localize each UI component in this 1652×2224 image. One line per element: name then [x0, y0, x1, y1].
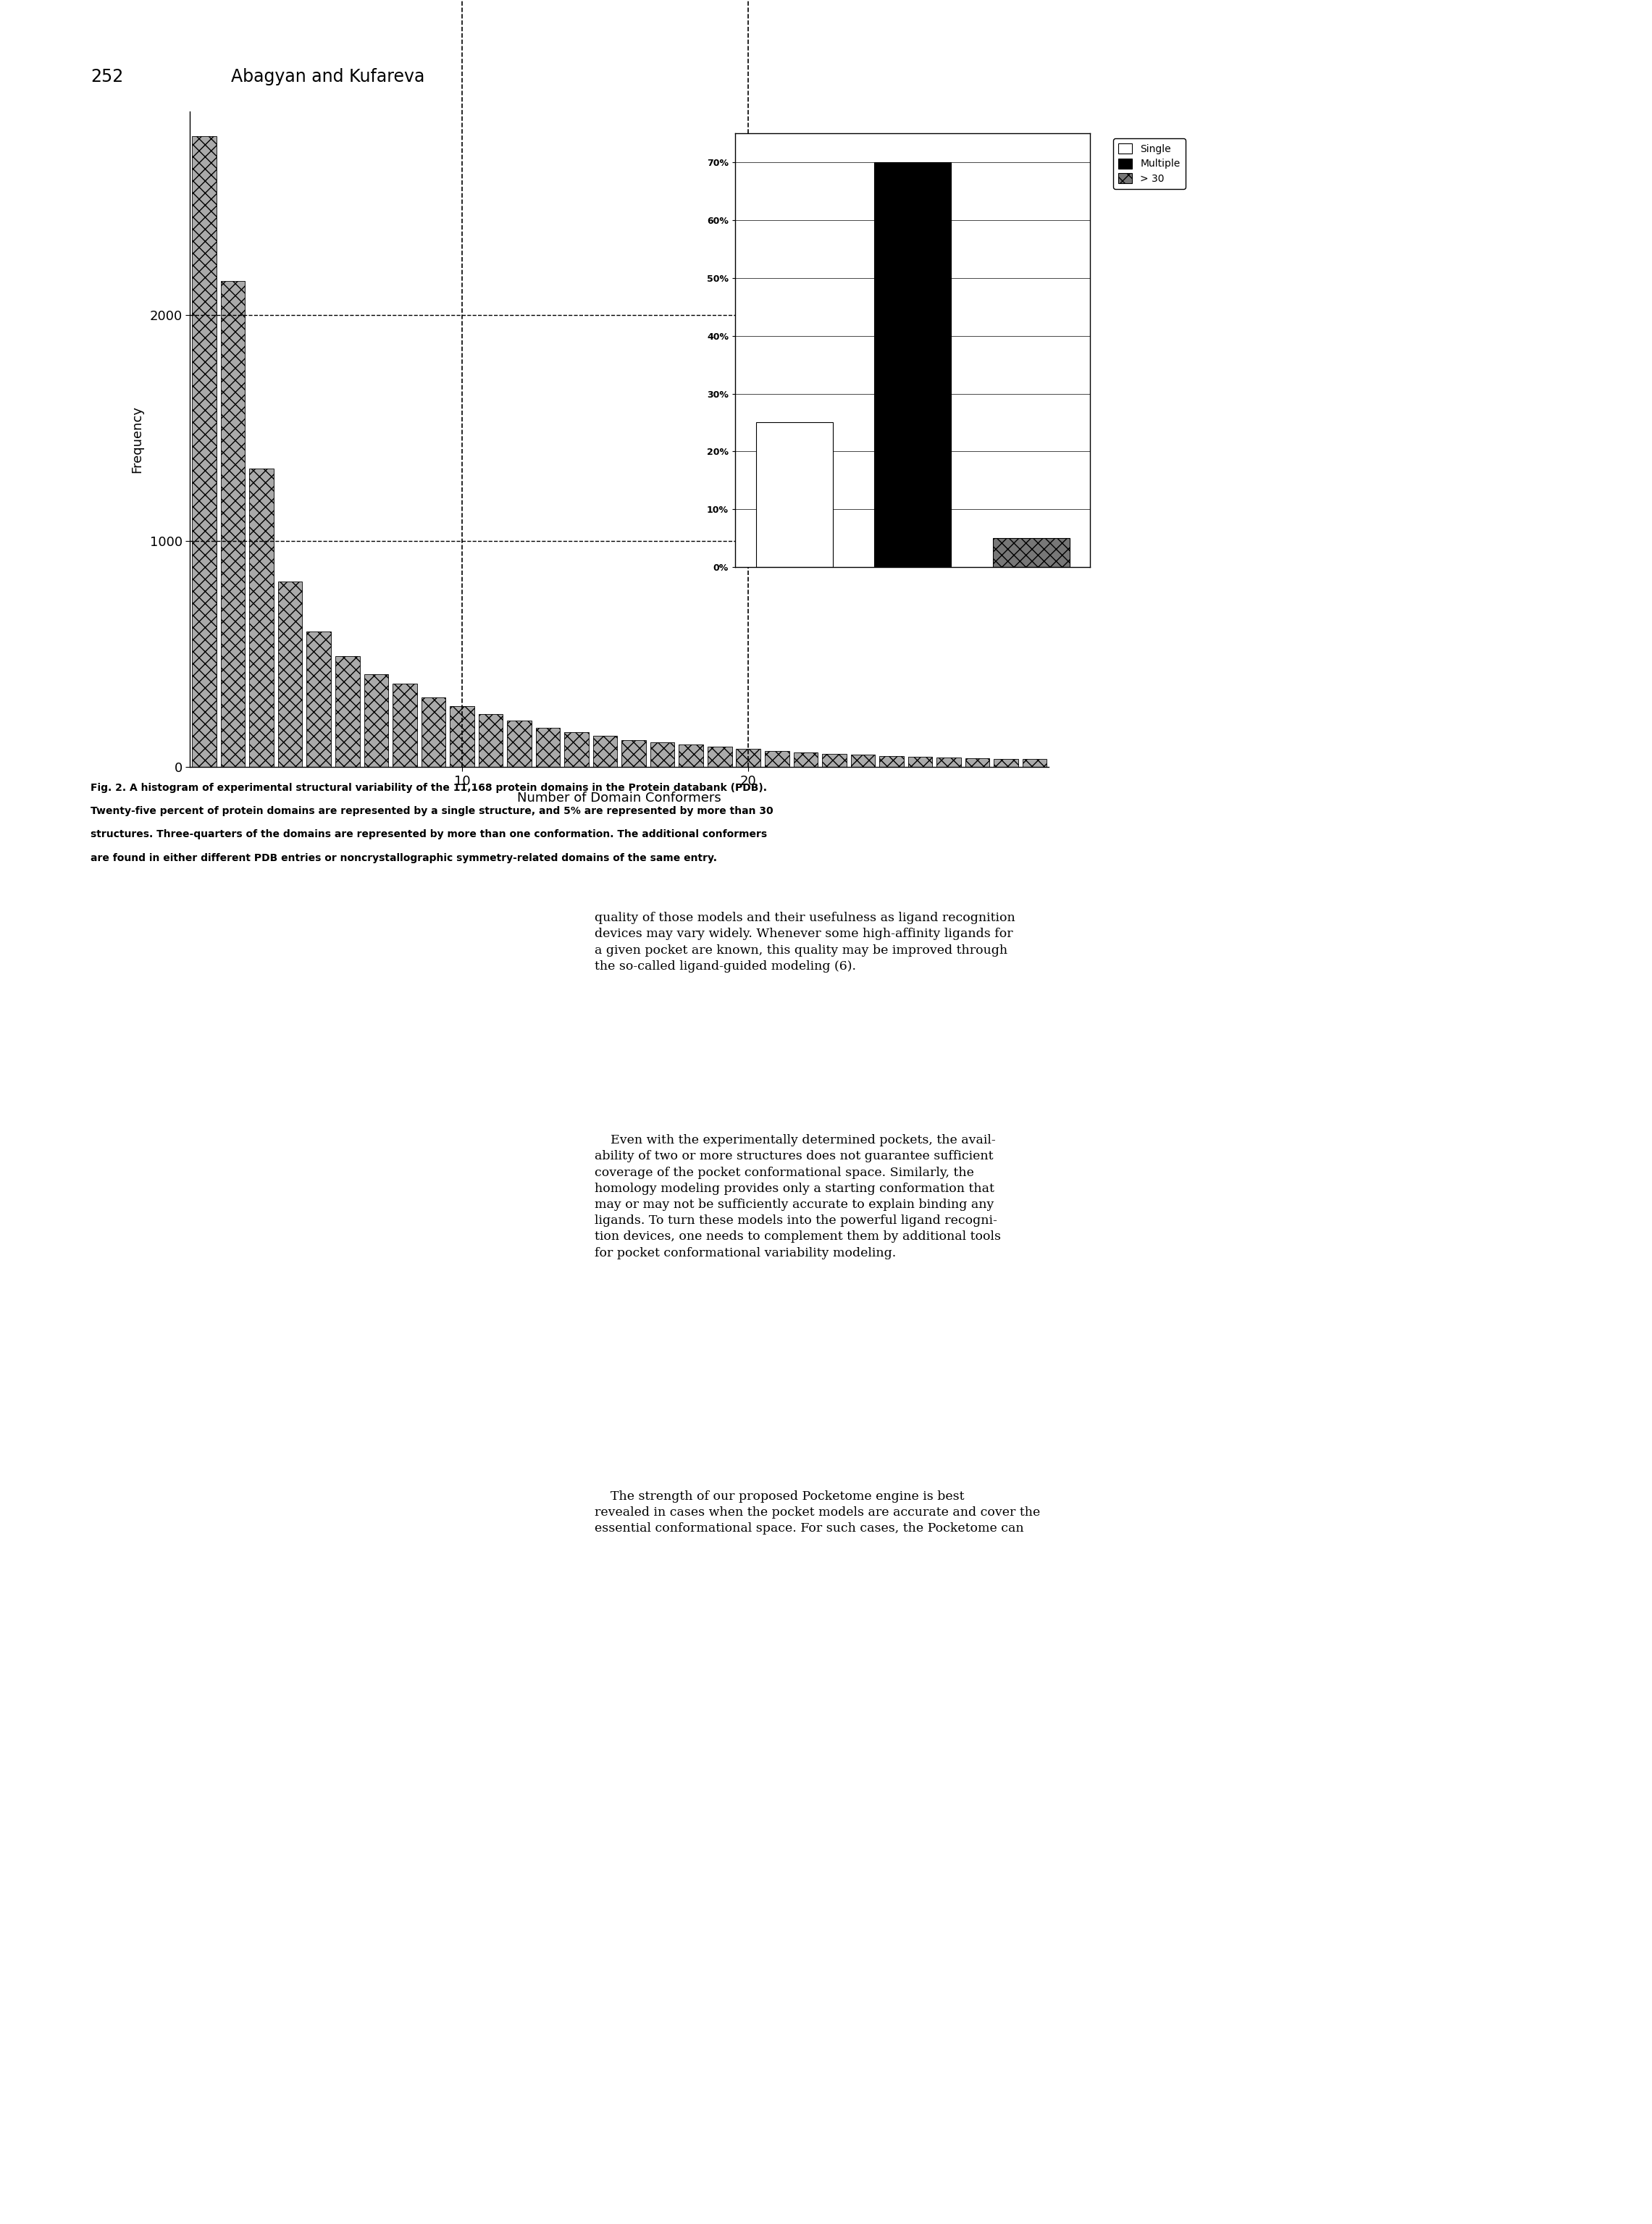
Text: are found in either different PDB entries or noncrystallographic symmetry-relate: are found in either different PDB entrie…: [91, 852, 717, 863]
Bar: [879, 756, 904, 767]
Bar: [249, 469, 274, 767]
Bar: [535, 727, 560, 767]
Bar: [793, 752, 818, 767]
Text: The strength of our proposed Pocketome engine is best
revealed in cases when the: The strength of our proposed Pocketome e…: [595, 1490, 1041, 1535]
Bar: [851, 754, 876, 767]
Bar: [393, 683, 416, 767]
Bar: [192, 136, 216, 767]
Text: Fig. 2. A histogram of experimental structural variability of the 11,168 protein: Fig. 2. A histogram of experimental stru…: [91, 783, 767, 794]
X-axis label: Number of Domain Conformers: Number of Domain Conformers: [517, 792, 722, 805]
Text: structures. Three-quarters of the domains are represented by more than one confo: structures. Three-quarters of the domain…: [91, 830, 768, 841]
Bar: [737, 749, 760, 767]
Bar: [823, 754, 846, 767]
Bar: [651, 743, 674, 767]
Bar: [593, 736, 618, 767]
Bar: [621, 741, 646, 767]
Bar: [993, 538, 1069, 567]
Bar: [995, 758, 1018, 767]
Bar: [874, 162, 952, 567]
Bar: [449, 707, 474, 767]
Bar: [707, 747, 732, 767]
Bar: [479, 714, 502, 767]
Bar: [909, 756, 932, 767]
Y-axis label: Frequency: Frequency: [131, 405, 144, 474]
Bar: [307, 632, 330, 767]
Bar: [757, 423, 833, 567]
Text: Abagyan and Kufareva: Abagyan and Kufareva: [231, 67, 425, 85]
Bar: [507, 721, 532, 767]
Bar: [421, 696, 446, 767]
Bar: [937, 758, 961, 767]
Text: Even with the experimentally determined pockets, the avail-
ability of two or mo: Even with the experimentally determined …: [595, 1134, 1001, 1259]
Bar: [765, 752, 790, 767]
Bar: [1023, 758, 1047, 767]
Text: Twenty-five percent of protein domains are represented by a single structure, an: Twenty-five percent of protein domains a…: [91, 805, 773, 816]
Legend: Single, Multiple, > 30: Single, Multiple, > 30: [1113, 138, 1186, 189]
Bar: [363, 674, 388, 767]
Text: quality of those models and their usefulness as ligand recognition
devices may v: quality of those models and their useful…: [595, 912, 1016, 972]
Bar: [565, 732, 588, 767]
Bar: [335, 656, 360, 767]
Bar: [221, 280, 244, 767]
Bar: [679, 745, 704, 767]
Bar: [965, 758, 990, 767]
Text: 252: 252: [91, 67, 124, 85]
Bar: [278, 583, 302, 767]
